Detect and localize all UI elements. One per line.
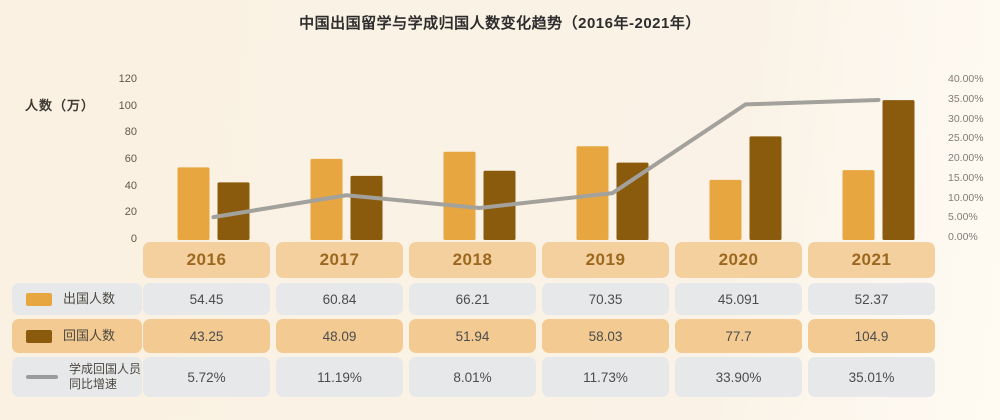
left-axis-tick: 120 bbox=[118, 73, 137, 85]
year-header-cell: 2017 bbox=[276, 242, 403, 278]
left-axis-tick: 20 bbox=[124, 206, 137, 219]
growth-rate-line bbox=[211, 97, 881, 220]
table-cell: 70.35 bbox=[542, 283, 669, 315]
left-axis-tick: 80 bbox=[124, 126, 137, 139]
table-cell: 11.73% bbox=[542, 357, 669, 397]
right-axis-tick: 15.00% bbox=[948, 171, 984, 184]
table-cell: 35.01% bbox=[808, 357, 935, 397]
legend-label: 回国人数 bbox=[63, 327, 116, 343]
bar-abroad bbox=[177, 167, 210, 240]
table-cell: 33.90% bbox=[675, 357, 802, 397]
right-axis-tick: 0.00% bbox=[948, 231, 978, 243]
right-axis-tick: 35.00% bbox=[948, 92, 984, 105]
left-axis-tick: 60 bbox=[124, 153, 137, 165]
bar-return bbox=[483, 170, 516, 240]
table-cell: 77.7 bbox=[675, 319, 802, 353]
table-cell: 52.37 bbox=[808, 283, 935, 315]
bar-abroad bbox=[576, 146, 609, 240]
bar-abroad-swatch-icon bbox=[26, 292, 52, 306]
table-cell: 8.01% bbox=[409, 357, 536, 397]
legend-return: 回国人数 bbox=[12, 319, 142, 353]
table-cell: 43.25 bbox=[143, 319, 270, 353]
bar-return bbox=[350, 175, 383, 240]
right-axis-tick: 20.00% bbox=[948, 152, 984, 164]
line-swatch-icon bbox=[26, 375, 58, 379]
bar-return bbox=[749, 136, 782, 240]
bar-return bbox=[217, 182, 250, 240]
year-header-cell: 2021 bbox=[808, 242, 935, 278]
legend-label: 出国人数 bbox=[63, 290, 116, 306]
right-axis-tick: 25.00% bbox=[948, 132, 984, 145]
bar-return-swatch-icon bbox=[26, 329, 52, 343]
left-axis-title: 人数（万） bbox=[25, 98, 96, 113]
table-cell: 58.03 bbox=[542, 319, 669, 353]
year-header-cell: 2018 bbox=[409, 242, 536, 278]
right-axis-tick: 40.00% bbox=[948, 73, 984, 85]
bar-abroad bbox=[842, 170, 875, 240]
left-axis-tick: 0 bbox=[130, 233, 137, 245]
left-axis-tick: 40 bbox=[124, 179, 137, 192]
table-cell: 48.09 bbox=[276, 319, 403, 353]
plot-area bbox=[177, 97, 915, 240]
table-cell: 66.21 bbox=[409, 283, 536, 315]
right-axis-tick: 30.00% bbox=[948, 112, 984, 125]
bar-abroad bbox=[709, 179, 742, 240]
left-axis-tick: 100 bbox=[118, 99, 137, 112]
table-cell: 51.94 bbox=[409, 319, 536, 353]
bar-return bbox=[616, 162, 649, 240]
bar-abroad bbox=[310, 158, 343, 240]
bar-return bbox=[882, 100, 915, 240]
year-header-cell: 2020 bbox=[675, 242, 802, 278]
table-cell: 104.9 bbox=[808, 319, 935, 353]
year-header-cell: 2019 bbox=[542, 242, 669, 278]
table-cell: 54.45 bbox=[143, 283, 270, 315]
chart-title: 中国出国留学与学成归国人数变化趋势（2016年-2021年） bbox=[299, 15, 701, 32]
table-cell: 5.72% bbox=[143, 357, 270, 397]
legend-abroad: 出国人数 bbox=[12, 283, 142, 315]
bar-abroad bbox=[443, 151, 476, 240]
right-axis-tick: 5.00% bbox=[948, 211, 978, 224]
table-cell: 60.84 bbox=[276, 283, 403, 315]
right-axis-tick: 10.00% bbox=[948, 191, 984, 204]
table-cell: 11.19% bbox=[276, 357, 403, 397]
legend-label: 学成回国人员同比增速 bbox=[69, 362, 142, 391]
year-header-cell: 2016 bbox=[143, 242, 270, 278]
table-cell: 45.091 bbox=[675, 283, 802, 315]
legend-growth-rate: 学成回国人员同比增速 bbox=[12, 357, 142, 397]
